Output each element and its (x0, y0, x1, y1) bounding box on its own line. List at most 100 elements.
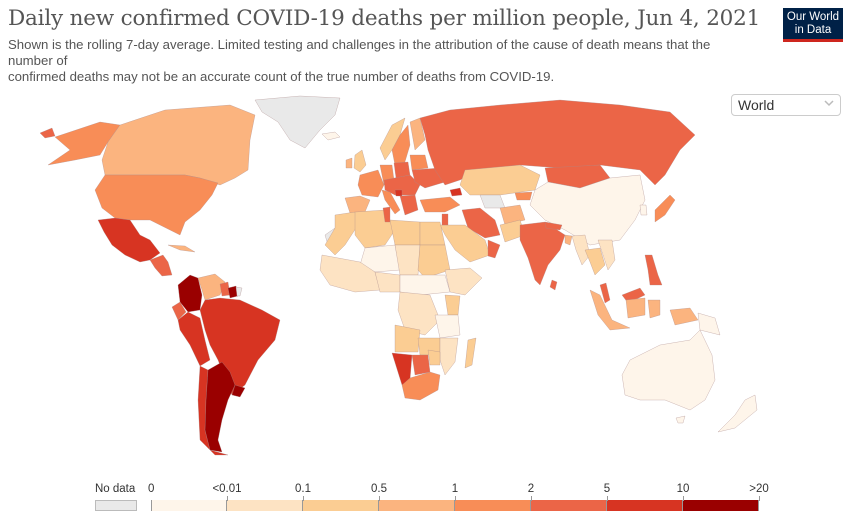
region-bangladesh[interactable] (564, 234, 573, 246)
region-colombia[interactable] (177, 274, 203, 313)
region-italy[interactable] (381, 189, 401, 215)
region-ethiopia-horn[interactable] (444, 267, 483, 296)
subtitle-line-2: number of (8, 53, 68, 68)
region-ecuador[interactable] (171, 301, 187, 321)
region-australia[interactable] (621, 329, 716, 411)
region-central-america[interactable] (149, 254, 173, 277)
region-turkey[interactable] (419, 196, 461, 213)
chevron-down-icon (824, 100, 834, 107)
legend-tick (227, 496, 228, 501)
region-west-africa[interactable] (319, 254, 381, 293)
legend-swatch[interactable] (683, 500, 759, 511)
legend-tick-label: >20 (749, 483, 769, 495)
legend-tick (759, 496, 760, 501)
region-new-zealand[interactable] (717, 394, 758, 433)
region-afghanistan[interactable] (499, 204, 526, 226)
region-saudi-arabia[interactable] (439, 224, 491, 263)
region-tasmania[interactable] (675, 415, 686, 424)
region-indonesia[interactable] (589, 289, 699, 331)
legend-swatch[interactable] (379, 500, 455, 511)
region-thailand[interactable] (584, 247, 606, 276)
region-balkans[interactable] (399, 194, 419, 216)
legend-swatch[interactable] (455, 500, 531, 511)
region-philippines[interactable] (644, 254, 663, 286)
subtitle-line-3: confirmed deaths may not be an accurate … (8, 69, 555, 84)
region-chad[interactable] (394, 244, 421, 276)
region-sudan[interactable] (417, 244, 451, 279)
region-south-africa[interactable] (401, 371, 441, 401)
region-french-guiana[interactable] (235, 286, 243, 297)
region-france[interactable] (357, 169, 385, 198)
region-russia[interactable] (419, 99, 696, 186)
legend-swatch[interactable] (303, 500, 379, 511)
region-alaska-island[interactable] (39, 127, 56, 139)
region-libya[interactable] (389, 219, 421, 246)
region-mexico[interactable] (97, 217, 161, 263)
legend-tick-label: <0.01 (212, 483, 242, 495)
region-south-sudan-car[interactable] (399, 274, 451, 296)
legend-swatch[interactable] (607, 500, 683, 511)
chart-subtitle: Shown is the rolling 7-day average. Limi… (8, 37, 768, 85)
region-spain-portugal[interactable] (344, 195, 371, 214)
region-central-asia[interactable] (479, 194, 506, 209)
region-argentina[interactable] (204, 361, 236, 453)
region-zimbabwe[interactable] (427, 349, 441, 366)
region-sri-lanka[interactable] (549, 279, 558, 291)
region-niger-mali[interactable] (359, 244, 401, 273)
region-kazakhstan[interactable] (459, 164, 541, 196)
legend-swatch[interactable] (227, 500, 303, 511)
region-ireland[interactable] (345, 157, 353, 169)
legend-nodata-label: No data (95, 483, 136, 495)
legend-tick-label: 0.1 (295, 483, 311, 495)
legend-tick-label: 5 (603, 483, 611, 495)
region-bosnia[interactable] (394, 189, 403, 197)
legend-nodata-swatch (95, 500, 137, 511)
region-japan[interactable] (654, 194, 676, 223)
legend-tick-label: 10 (676, 483, 690, 495)
region-oman[interactable] (487, 239, 501, 259)
region-venezuela[interactable] (197, 273, 226, 301)
region-uk[interactable] (353, 149, 367, 173)
owid-logo[interactable]: Our World in Data (783, 8, 843, 42)
region-korea[interactable] (639, 204, 648, 216)
region-botswana[interactable] (411, 354, 431, 376)
region-selector-value: World (738, 97, 775, 113)
region-tanzania[interactable] (434, 314, 461, 339)
region-finland[interactable] (409, 117, 426, 151)
region-georgia[interactable] (449, 187, 463, 197)
region-madagascar[interactable] (464, 337, 477, 369)
logo-line-1: Our World (786, 11, 840, 23)
legend-swatch[interactable] (531, 500, 607, 511)
region-kenya[interactable] (444, 294, 461, 316)
legend-tick-label: 0 (148, 483, 155, 495)
region-greenland[interactable] (254, 95, 341, 149)
legend-swatch[interactable] (151, 500, 227, 511)
region-belarus[interactable] (409, 154, 429, 171)
region-peru[interactable] (177, 311, 211, 367)
legend-tick (683, 496, 684, 501)
region-canada[interactable] (101, 104, 256, 186)
legend-tick (455, 496, 456, 501)
region-jordan[interactable] (441, 213, 449, 226)
region-myanmar[interactable] (571, 234, 591, 266)
region-malaysia[interactable] (599, 282, 611, 304)
region-china[interactable] (529, 174, 646, 246)
region-iceland[interactable] (321, 131, 341, 141)
legend-tick-label: 1 (451, 483, 459, 495)
region-kyrgyzstan[interactable] (514, 191, 533, 201)
region-selector[interactable]: World (731, 94, 841, 116)
region-nepal[interactable] (544, 221, 563, 231)
region-angola[interactable] (394, 324, 421, 353)
region-alaska[interactable] (47, 121, 121, 166)
region-dr-congo[interactable] (397, 291, 441, 336)
region-vietnam[interactable] (597, 239, 616, 271)
region-india[interactable] (519, 221, 566, 286)
region-png[interactable] (697, 312, 721, 336)
region-uruguay[interactable] (231, 384, 246, 398)
region-mozambique[interactable] (439, 337, 459, 376)
region-cuba[interactable] (167, 244, 196, 253)
legend-tick (379, 496, 380, 501)
region-usa[interactable] (94, 174, 219, 236)
region-brazil[interactable] (199, 297, 281, 396)
region-tunisia[interactable] (382, 206, 391, 223)
